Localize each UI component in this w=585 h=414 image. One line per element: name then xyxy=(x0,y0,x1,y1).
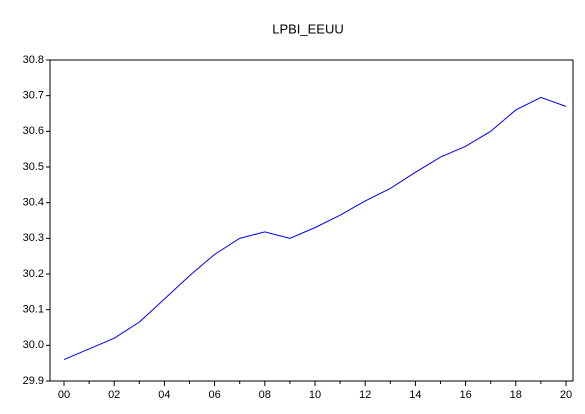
y-tick-label: 29.9 xyxy=(23,375,44,387)
x-tick-label: 10 xyxy=(309,389,321,401)
x-tick-label: 00 xyxy=(58,389,70,401)
x-tick-label: 20 xyxy=(560,389,572,401)
line-series xyxy=(63,96,567,361)
y-tick-label: 30.8 xyxy=(23,54,44,66)
x-tick-label: 08 xyxy=(259,389,271,401)
x-tick-label: 02 xyxy=(108,389,120,401)
chart-title: LPBI_EEUU xyxy=(272,21,344,36)
x-tick-label: 16 xyxy=(459,389,471,401)
y-tick-label: 30.4 xyxy=(23,197,44,209)
y-tick-label: 30.3 xyxy=(23,232,44,244)
y-tick-label: 30.5 xyxy=(23,161,44,173)
x-tick-label: 18 xyxy=(510,389,522,401)
y-tick-label: 30.6 xyxy=(23,125,44,137)
y-tick-label: 30.1 xyxy=(23,304,44,316)
y-tick-label: 30.2 xyxy=(23,268,44,280)
plot-frame xyxy=(49,59,574,382)
x-tick-label: 14 xyxy=(409,389,421,401)
y-tick-label: 30.0 xyxy=(23,339,44,351)
x-tick-label: 06 xyxy=(208,389,220,401)
x-tick-label: 12 xyxy=(359,389,371,401)
y-tick-label: 30.7 xyxy=(23,90,44,102)
x-tick-label: 04 xyxy=(158,389,170,401)
